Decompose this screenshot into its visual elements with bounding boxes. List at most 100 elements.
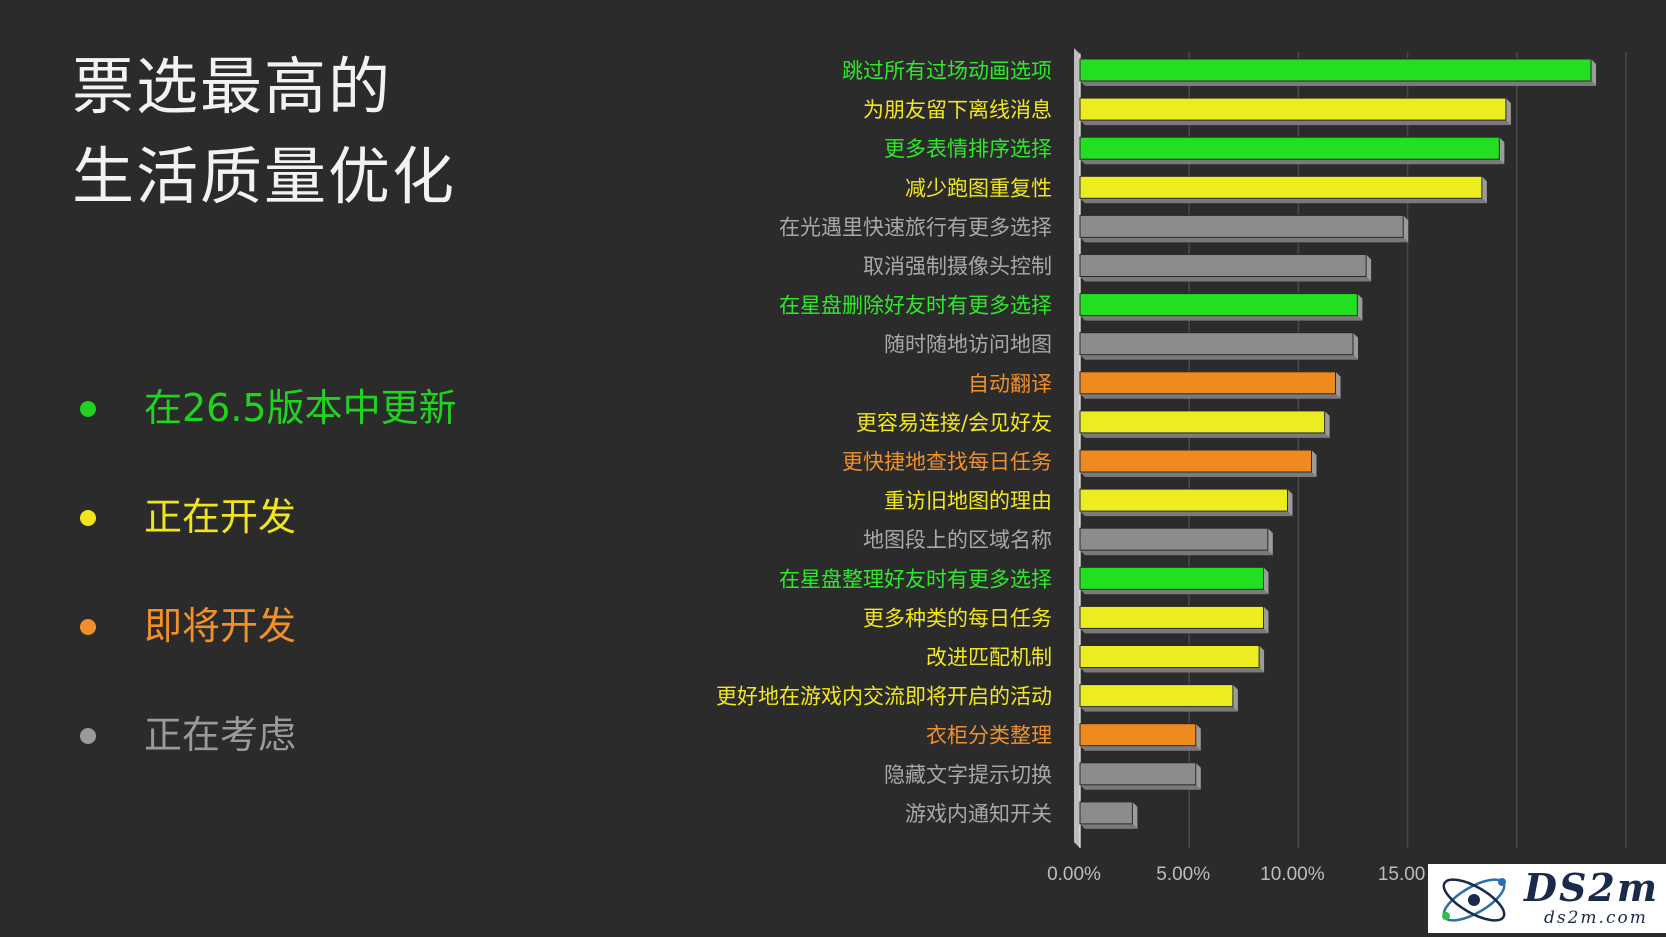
bar-side <box>1132 801 1138 829</box>
category-label: 游戏内通知开关 <box>905 802 1052 826</box>
category-label: 隐藏文字提示切换 <box>884 763 1052 787</box>
bar-side <box>1403 215 1409 243</box>
bar <box>1079 293 1358 317</box>
category-label: 更容易连接/会见好友 <box>856 411 1052 435</box>
bar <box>1079 449 1313 473</box>
legend-label-developing: 正在开发 <box>144 495 297 539</box>
bar <box>1079 645 1260 668</box>
bar-side <box>1357 293 1363 321</box>
axis-wall <box>1074 48 1080 848</box>
bar <box>1079 410 1326 434</box>
bar-bottom <box>1080 159 1505 165</box>
bar-bottom <box>1080 472 1317 477</box>
bar-bottom <box>1080 784 1201 790</box>
bar-bottom <box>1080 511 1293 517</box>
category-label: 在星盘删除好友时有更多选择 <box>779 294 1052 318</box>
bar <box>1079 371 1337 395</box>
bar <box>1079 97 1507 121</box>
legend-label-considering: 正在考虑 <box>144 713 297 757</box>
bar <box>1079 801 1133 825</box>
bar-bottom <box>1080 315 1363 321</box>
legend-dot-updated <box>80 401 96 417</box>
bar-bottom <box>1080 550 1273 556</box>
bar-bottom <box>1080 198 1487 204</box>
category-label: 减少跑图重复性 <box>905 176 1052 200</box>
category-label: 在光遇里快速旅行有更多选择 <box>779 215 1052 239</box>
bar <box>1079 332 1354 356</box>
bar-bottom <box>1080 276 1372 282</box>
x-tick-label: 5.00% <box>1156 864 1210 885</box>
bar-side <box>1195 762 1201 790</box>
bar-side <box>1499 137 1505 165</box>
bar <box>1079 214 1404 238</box>
category-label: 重访旧地图的理由 <box>884 489 1052 513</box>
title-line-2: 生活质量优化 <box>72 140 457 213</box>
bar-side <box>1287 489 1293 517</box>
bar-bottom <box>1080 823 1138 829</box>
bar <box>1079 136 1500 160</box>
watermark-text: DS2m <box>1524 865 1660 910</box>
bar-side <box>1591 59 1597 86</box>
category-label: 衣柜分类整理 <box>926 724 1052 748</box>
bar-side <box>1259 645 1265 673</box>
bar <box>1079 527 1269 551</box>
category-label: 为朋友留下离线消息 <box>863 98 1052 122</box>
x-tick-label: 0.00% <box>1047 864 1101 885</box>
page-title: 票选最高的 生活质量优化 <box>72 42 456 222</box>
bar-bottom <box>1080 393 1341 399</box>
category-label: 更多表情排序选择 <box>884 137 1052 161</box>
bar-bottom <box>1080 120 1511 126</box>
bar <box>1079 762 1197 786</box>
category-label: 取消强制摄像头控制 <box>863 255 1052 279</box>
legend-label-upcoming: 即将开发 <box>144 604 297 648</box>
legend-dot-upcoming <box>80 619 96 635</box>
bar <box>1079 488 1288 512</box>
bar-bottom <box>1080 628 1269 634</box>
legend-dot-considering <box>80 728 96 744</box>
bar <box>1079 175 1483 199</box>
bar-bottom <box>1080 432 1330 438</box>
x-tick-label: 15.00 <box>1378 864 1426 885</box>
category-label: 改进匹配机制 <box>926 646 1052 670</box>
bar <box>1079 605 1264 629</box>
bar-bottom <box>1080 81 1597 86</box>
bar-side <box>1366 254 1372 282</box>
bar-side <box>1267 528 1273 556</box>
category-label: 自动翻译 <box>968 372 1052 396</box>
bar <box>1079 684 1234 708</box>
category-label: 更好地在游戏内交流即将开启的活动 <box>716 685 1052 709</box>
bar-bottom <box>1080 745 1201 751</box>
legend-item-upcoming: 即将开发 <box>80 598 457 707</box>
bar-bottom <box>1080 667 1265 673</box>
watermark-subtext: ds2m.com <box>1544 908 1648 928</box>
category-label: 地图段上的区域名称 <box>863 528 1052 552</box>
bar <box>1079 566 1264 590</box>
watermark-logo: DS2m ds2m.com <box>1428 864 1666 933</box>
bar-side <box>1263 567 1269 595</box>
category-label: 在星盘整理好友时有更多选择 <box>779 567 1052 591</box>
category-label: 跳过所有过场动画选项 <box>842 59 1052 83</box>
legend-item-developing: 正在开发 <box>80 489 457 598</box>
legend-label-updated: 在26.5版本中更新 <box>144 386 457 430</box>
bar-side <box>1335 371 1341 399</box>
bar-bottom <box>1080 237 1409 243</box>
legend-item-considering: 正在考虑 <box>80 707 457 816</box>
title-line-1: 票选最高的 <box>72 50 393 123</box>
bar <box>1079 254 1367 277</box>
bar-bottom <box>1080 354 1358 360</box>
legend: 在26.5版本中更新 正在开发 即将开发 正在考虑 <box>80 380 457 816</box>
atom-logo-icon <box>1442 878 1506 922</box>
bar-side <box>1353 332 1358 360</box>
bar-bottom <box>1080 706 1238 712</box>
bar <box>1079 723 1197 747</box>
bar <box>1079 58 1592 82</box>
bar-side <box>1324 410 1330 438</box>
bar-bottom <box>1080 589 1269 595</box>
category-label: 更多种类的每日任务 <box>863 606 1052 630</box>
bar-side <box>1232 684 1238 712</box>
bar-side <box>1195 723 1201 751</box>
category-label: 随时随地访问地图 <box>884 333 1052 357</box>
bar-side <box>1311 450 1317 477</box>
bar-side <box>1263 606 1269 634</box>
